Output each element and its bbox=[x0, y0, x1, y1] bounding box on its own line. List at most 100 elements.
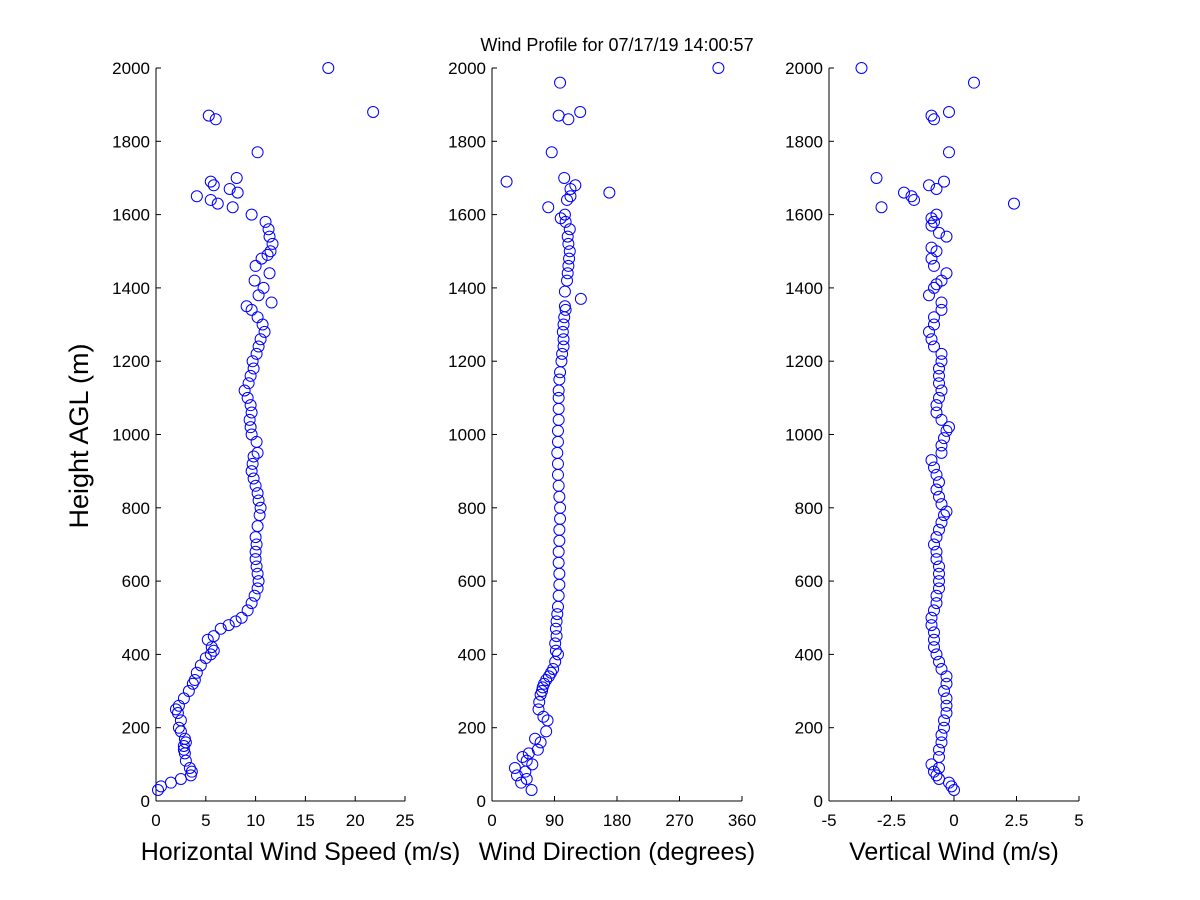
speed-data-point bbox=[258, 325, 271, 338]
speed-data-point bbox=[223, 182, 236, 195]
vertical-wind-data-point bbox=[930, 406, 943, 419]
speed-data-point bbox=[263, 267, 276, 280]
vertical-wind-data-point bbox=[943, 146, 955, 159]
speed-y-tick-label: 800 bbox=[122, 499, 150, 518]
speed-y-tick-label: 1200 bbox=[112, 352, 150, 371]
vertical-wind-y-tick-label: 1200 bbox=[785, 352, 823, 371]
direction-data-point bbox=[574, 105, 587, 118]
vertical-wind-data-point bbox=[898, 186, 910, 199]
speed-data-point bbox=[204, 193, 217, 206]
vertical-wind-data-point bbox=[933, 567, 945, 580]
speed-x-tick-label: 20 bbox=[346, 811, 365, 830]
direction-data-point bbox=[556, 325, 569, 338]
speed-x-tick-label: 5 bbox=[201, 811, 210, 830]
vertical-wind-data-point bbox=[935, 736, 948, 749]
vertical-wind-data-point bbox=[933, 476, 945, 489]
vertical-wind-x-axis-label: Vertical Wind (m/s) bbox=[849, 838, 1059, 866]
y-axis-label: Height AGL (m) bbox=[64, 343, 94, 528]
direction-data-point bbox=[574, 292, 587, 305]
speed-data-point bbox=[201, 633, 214, 646]
speed-data-point bbox=[251, 582, 264, 595]
speed-data-point bbox=[222, 619, 235, 632]
vertical-wind-data-point bbox=[933, 743, 945, 756]
speed-data-point bbox=[188, 674, 201, 687]
vertical-wind-data-point bbox=[945, 780, 958, 793]
speed-data-point bbox=[250, 347, 263, 360]
speed-data-point bbox=[231, 186, 244, 199]
direction-y-tick-label: 600 bbox=[458, 572, 486, 591]
direction-y-tick-label: 1400 bbox=[448, 279, 486, 298]
vertical-wind-data-point bbox=[928, 461, 940, 474]
speed-data-point bbox=[190, 666, 203, 679]
vertical-wind-data-point bbox=[933, 369, 945, 382]
speed-data-point bbox=[169, 703, 182, 716]
vertical-wind-data-point bbox=[940, 424, 953, 437]
direction-data-point bbox=[520, 754, 533, 767]
vertical-wind-data-point bbox=[928, 318, 940, 331]
vertical-wind-data-point bbox=[928, 311, 940, 324]
speed-data-point bbox=[240, 300, 253, 313]
vertical-wind-data-point bbox=[928, 113, 940, 126]
speed-data-point bbox=[265, 296, 278, 309]
speed-data-point bbox=[243, 413, 256, 426]
vertical-wind-data-point bbox=[933, 391, 945, 404]
direction-data-point bbox=[555, 355, 568, 368]
vertical-wind-data-point bbox=[930, 483, 943, 496]
vertical-wind-data-point bbox=[930, 468, 943, 481]
vertical-wind-data-point bbox=[930, 589, 943, 602]
vertical-wind-data-point bbox=[933, 377, 945, 390]
vertical-wind-panel: 0 200 400 600 800 1000 1200 1400 1600 1800 2000 -5 -… bbox=[785, 59, 1084, 866]
vertical-wind-data-point bbox=[925, 333, 938, 346]
direction-data-point bbox=[554, 212, 567, 225]
speed-x-tick-label: 10 bbox=[246, 811, 265, 830]
speed-y-tick-label: 2000 bbox=[112, 59, 150, 78]
direction-data-point bbox=[547, 663, 560, 676]
direction-data-point bbox=[556, 347, 569, 360]
direction-data-point bbox=[561, 274, 573, 287]
speed-y-tick-label: 1600 bbox=[112, 206, 150, 225]
speed-data-point bbox=[251, 487, 264, 500]
speed-data-point bbox=[226, 201, 239, 214]
speed-x-tick-label: 0 bbox=[151, 811, 160, 830]
speed-data-point bbox=[246, 457, 259, 470]
vertical-wind-data-point bbox=[928, 538, 940, 551]
vertical-wind-data-point bbox=[935, 384, 948, 397]
vertical-wind-data-point bbox=[875, 201, 888, 214]
direction-data-point bbox=[508, 762, 521, 775]
speed-data-point bbox=[241, 604, 254, 617]
direction-data-point bbox=[533, 696, 546, 709]
speed-data-point bbox=[245, 208, 258, 221]
vertical-wind-x-tick-label: 2.5 bbox=[1005, 811, 1029, 830]
direction-data-point bbox=[603, 186, 616, 199]
vertical-wind-data-point bbox=[923, 179, 935, 192]
vertical-wind-data-point bbox=[935, 498, 948, 511]
vertical-wind-x-tick-label: 0 bbox=[949, 811, 958, 830]
vertical-wind-data-point bbox=[928, 215, 940, 228]
direction-x-tick-label: 360 bbox=[728, 811, 756, 830]
speed-x-tick-label: 25 bbox=[396, 811, 415, 830]
speed-data-point bbox=[209, 113, 222, 126]
vertical-wind-data-point bbox=[928, 626, 940, 639]
direction-y-tick-label: 800 bbox=[458, 499, 486, 518]
direction-data-point bbox=[563, 252, 576, 265]
vertical-wind-data-point bbox=[925, 219, 938, 232]
vertical-wind-data-point bbox=[935, 516, 948, 529]
speed-data-point bbox=[190, 190, 203, 203]
speed-data-point bbox=[252, 340, 265, 353]
vertical-wind-data-point bbox=[943, 105, 955, 118]
speed-data-point bbox=[245, 465, 258, 478]
vertical-wind-data-point bbox=[925, 109, 938, 122]
vertical-wind-data-point bbox=[933, 655, 945, 668]
speed-y-tick-label: 600 bbox=[122, 572, 150, 591]
vertical-wind-data-point bbox=[928, 340, 940, 353]
direction-data-point bbox=[561, 230, 574, 243]
vertical-wind-data-point bbox=[930, 182, 943, 195]
speed-y-tick-label: 400 bbox=[122, 645, 150, 664]
speed-y-tick-label: 1000 bbox=[112, 426, 150, 445]
direction-data-point bbox=[557, 340, 570, 353]
direction-data-point bbox=[558, 300, 571, 313]
vertical-wind-y-tick-label: 400 bbox=[795, 645, 823, 664]
vertical-wind-data-point bbox=[940, 677, 953, 690]
speed-data-point bbox=[247, 450, 260, 463]
